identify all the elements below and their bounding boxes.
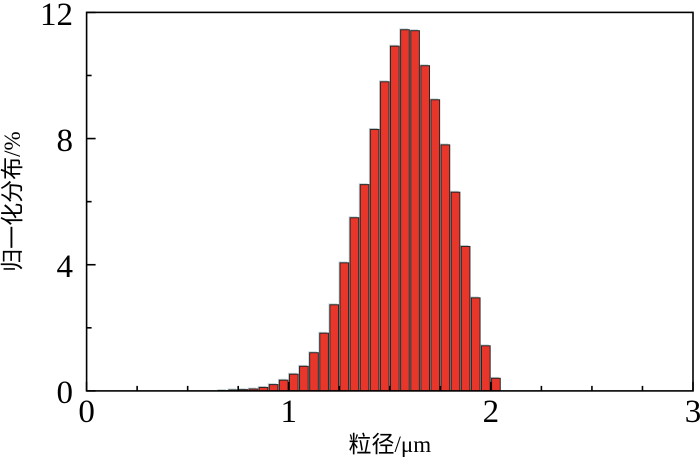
svg-text:12: 12 (40, 0, 73, 33)
svg-text:粒径/μm: 粒径/μm (348, 432, 431, 457)
svg-text:8: 8 (57, 123, 74, 159)
svg-text:3: 3 (685, 394, 700, 430)
svg-text:0: 0 (78, 394, 95, 430)
svg-text:归一化分布/%: 归一化分布/% (0, 131, 25, 272)
svg-text:1: 1 (280, 394, 297, 430)
svg-text:2: 2 (483, 394, 500, 430)
svg-text:4: 4 (57, 249, 74, 285)
svg-text:0: 0 (57, 375, 74, 411)
